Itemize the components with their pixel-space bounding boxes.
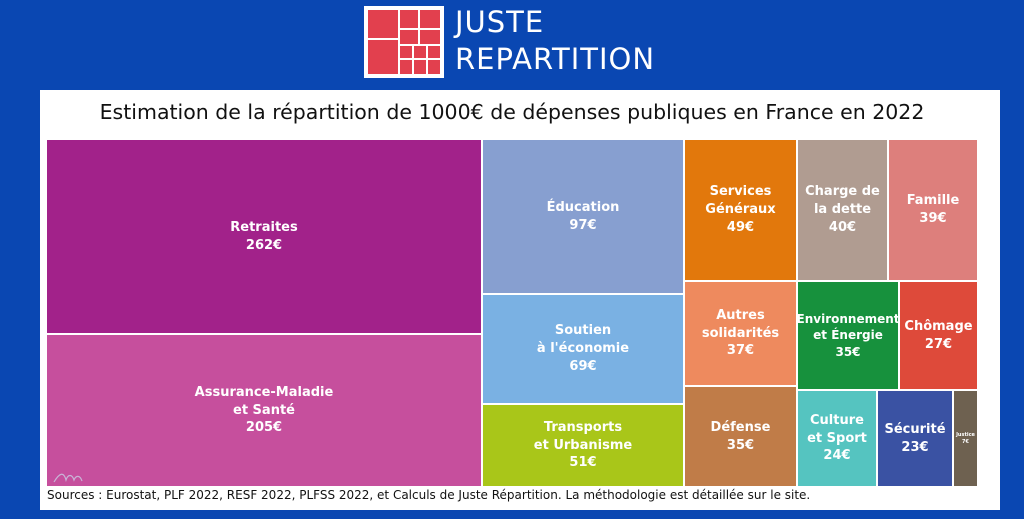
tile-label: Éducation (546, 199, 620, 215)
tile-label: Soutien à l'économie (536, 323, 630, 357)
tile-value: 97€ (569, 217, 597, 233)
treemap-tile: Charge de la dette 40€ (797, 139, 888, 281)
treemap-tile: Famille 39€ (888, 139, 978, 281)
tile-label: Défense (710, 419, 771, 435)
tile-value: 40€ (828, 219, 857, 235)
watermark-icon (53, 473, 83, 483)
tile-value: 49€ (726, 219, 755, 235)
tile-value: 205€ (245, 420, 283, 436)
tile-label: Retraites (230, 219, 298, 235)
treemap-tile: Soutien à l'économie 69€ (482, 294, 684, 404)
tile-label: Services Généraux (705, 184, 776, 218)
tile-label: Autres solidarités (701, 307, 780, 341)
brand-line-1: JUSTE (455, 5, 545, 39)
tile-label: Justice (956, 431, 975, 438)
treemap-tile: Environnement et Énergie 35€ (797, 281, 899, 390)
tile-label: Assurance-Maladie et Santé (194, 384, 334, 418)
treemap-logo-icon (364, 6, 444, 78)
tile-value: 69€ (569, 358, 597, 374)
treemap-chart: Retraites 262€ Assurance-Maladie et Santé 2… (46, 139, 978, 487)
tile-label: Culture et Sport (807, 412, 867, 446)
tile-value: 23€ (901, 439, 929, 455)
treemap-tile: Éducation 97€ (482, 139, 684, 294)
treemap-tile: Autres solidarités 37€ (684, 281, 797, 386)
tile-value: 51€ (569, 455, 597, 471)
tile-value: 35€ (726, 437, 755, 453)
tile-value: 35€ (835, 344, 861, 359)
treemap-tile: Sécurité 23€ (877, 390, 953, 487)
tile-label: Sécurité (884, 421, 946, 437)
tile-label: Chômage (904, 318, 973, 334)
tile-label: Environnement et Énergie (797, 311, 899, 343)
brand-line-2: REPARTITION (455, 42, 656, 76)
treemap-tile: Justice 7€ (953, 390, 978, 487)
chart-title: Estimation de la répartition de 1000€ de… (99, 100, 925, 124)
tile-value: 37€ (726, 343, 755, 359)
treemap-tile: Culture et Sport 24€ (797, 390, 877, 487)
tile-value: 24€ (823, 448, 851, 464)
brand-name: JUSTE REPARTITION (455, 4, 655, 78)
tile-value: 7€ (962, 438, 969, 445)
treemap-tile: Assurance-Maladie et Santé 205€ (46, 334, 482, 487)
treemap-tile: Retraites 262€ (46, 139, 482, 334)
sources-note: Sources : Eurostat, PLF 2022, RESF 2022,… (47, 488, 811, 502)
treemap-tile: Transports et Urbanisme 51€ (482, 404, 684, 487)
treemap-tile: Chômage 27€ (899, 281, 978, 390)
tile-label: Transports et Urbanisme (533, 419, 633, 453)
tile-label: Famille (906, 193, 960, 209)
tile-value: 39€ (919, 211, 947, 226)
tile-value: 262€ (245, 237, 283, 253)
treemap-tile: Défense 35€ (684, 386, 797, 487)
tile-value: 27€ (924, 336, 953, 352)
tile-label: Charge de la dette (805, 184, 880, 218)
treemap-tile: Services Généraux 49€ (684, 139, 797, 281)
